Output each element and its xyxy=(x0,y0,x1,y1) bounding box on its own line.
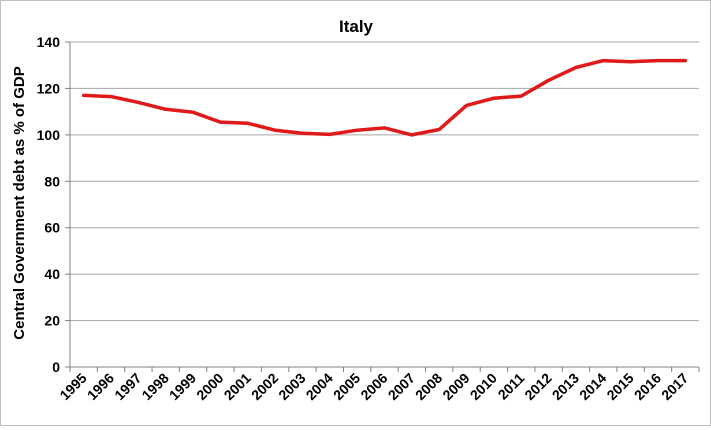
data-point xyxy=(601,59,605,63)
y-tick-labels: 0 20 40 60 80 100 120 140 xyxy=(37,34,61,375)
data-point xyxy=(164,107,168,111)
x-tick-label: 2015 xyxy=(603,370,636,403)
data-point xyxy=(656,59,660,63)
x-tick-label: 2010 xyxy=(467,370,500,403)
y-axis-title: Central Government debt as % of GDP xyxy=(11,66,28,339)
data-point xyxy=(410,133,414,137)
y-tick-label: 140 xyxy=(37,34,61,50)
data-point xyxy=(191,110,195,114)
gridlines xyxy=(70,41,699,322)
x-tick-label: 2012 xyxy=(521,370,554,403)
axes xyxy=(65,41,700,372)
y-tick-label: 80 xyxy=(44,173,60,189)
x-tick-label: 2006 xyxy=(357,370,390,403)
y-tick-label: 20 xyxy=(44,313,60,329)
data-point xyxy=(437,128,441,132)
x-tick-label: 1995 xyxy=(56,370,89,403)
data-point xyxy=(574,66,578,70)
x-tick-label: 2005 xyxy=(330,370,363,403)
x-tick-label: 2014 xyxy=(576,370,609,403)
x-tick-label: 2001 xyxy=(221,370,254,403)
data-point xyxy=(519,94,523,98)
y-tick-label: 100 xyxy=(37,127,61,143)
x-tick-label: 2009 xyxy=(439,370,472,403)
x-tick-label: 1998 xyxy=(138,370,171,403)
x-tick-label: 2000 xyxy=(193,370,226,403)
data-point xyxy=(109,95,113,99)
data-point xyxy=(465,103,469,107)
y-tick-label: 120 xyxy=(37,80,61,96)
x-tick-labels: 1995199619971998199920002001200220032004… xyxy=(56,370,691,403)
data-point xyxy=(218,120,222,124)
x-tick-label: 2004 xyxy=(303,370,336,403)
data-point xyxy=(355,128,359,132)
chart-title: Italy xyxy=(339,17,374,36)
data-point xyxy=(547,78,551,82)
data-point xyxy=(300,131,304,135)
x-tick-label: 2007 xyxy=(385,370,418,403)
data-point xyxy=(136,100,140,104)
x-tick-label: 2002 xyxy=(248,370,281,403)
data-point xyxy=(383,126,386,130)
x-tick-label: 2016 xyxy=(631,370,664,403)
y-tick-label: 40 xyxy=(44,266,60,282)
x-tick-label: 2013 xyxy=(549,370,582,403)
data-point xyxy=(328,132,332,136)
x-tick-label: 1999 xyxy=(166,370,199,403)
y-tick-label: 0 xyxy=(52,359,60,375)
data-point xyxy=(683,59,687,63)
data-point xyxy=(492,96,496,100)
series-line xyxy=(81,58,688,137)
data-point xyxy=(273,128,277,132)
x-tick-label: 1996 xyxy=(84,370,117,403)
x-tick-label: 2017 xyxy=(658,370,691,403)
x-tick-label: 1997 xyxy=(111,370,144,403)
data-point xyxy=(82,93,86,97)
data-point xyxy=(629,60,633,64)
data-point xyxy=(246,121,250,125)
x-tick-label: 2011 xyxy=(495,370,528,403)
x-tick-label: 2008 xyxy=(412,370,445,403)
y-tick-label: 60 xyxy=(44,220,60,236)
x-tick-label: 2003 xyxy=(275,370,308,403)
series-italy xyxy=(81,58,688,137)
